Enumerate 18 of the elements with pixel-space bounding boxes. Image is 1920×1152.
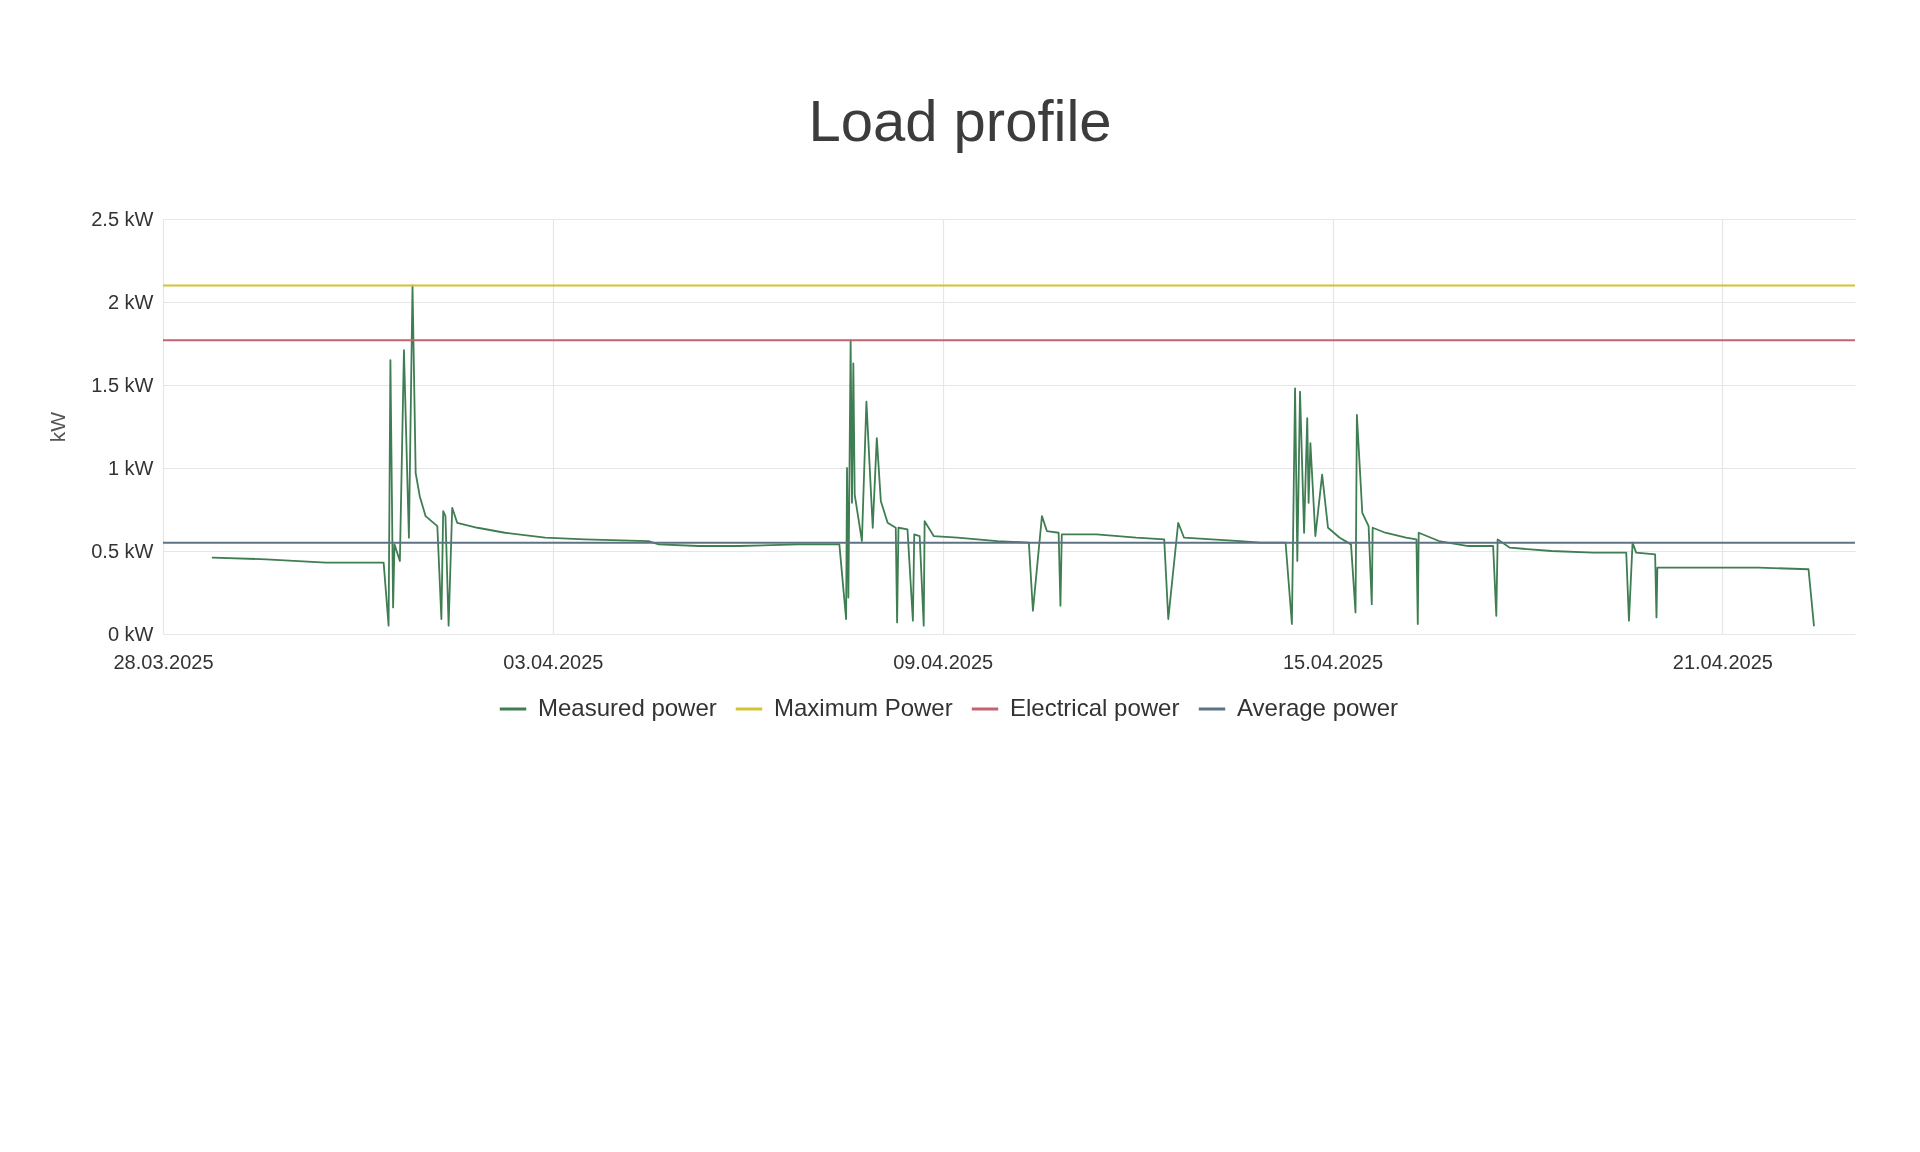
x-tick-label: 09.04.2025 — [893, 650, 994, 673]
y-tick-label: 0 kW — [107, 622, 154, 645]
legend-label: Electrical power — [1010, 694, 1180, 721]
legend-label: Maximum Power — [774, 694, 953, 721]
x-tick-label: 21.04.2025 — [1672, 650, 1773, 673]
x-tick-label: 03.04.2025 — [503, 650, 604, 673]
y-tick-label: 1.5 kW — [91, 373, 154, 396]
y-tick-label: 0.5 kW — [91, 539, 154, 562]
x-tick-label: 28.03.2025 — [113, 650, 214, 673]
y-axis-title: kW — [46, 411, 70, 443]
legend-label: Average power — [1237, 694, 1398, 721]
chart-title: Load profile — [808, 88, 1112, 153]
y-tick-label: 2.5 kW — [91, 207, 154, 230]
y-tick-label: 1 kW — [107, 456, 154, 479]
x-tick-label: 15.04.2025 — [1282, 650, 1384, 673]
legend-label: Measured power — [538, 694, 717, 721]
line-series — [211, 284, 1815, 627]
y-tick-label: 2 kW — [107, 290, 154, 313]
